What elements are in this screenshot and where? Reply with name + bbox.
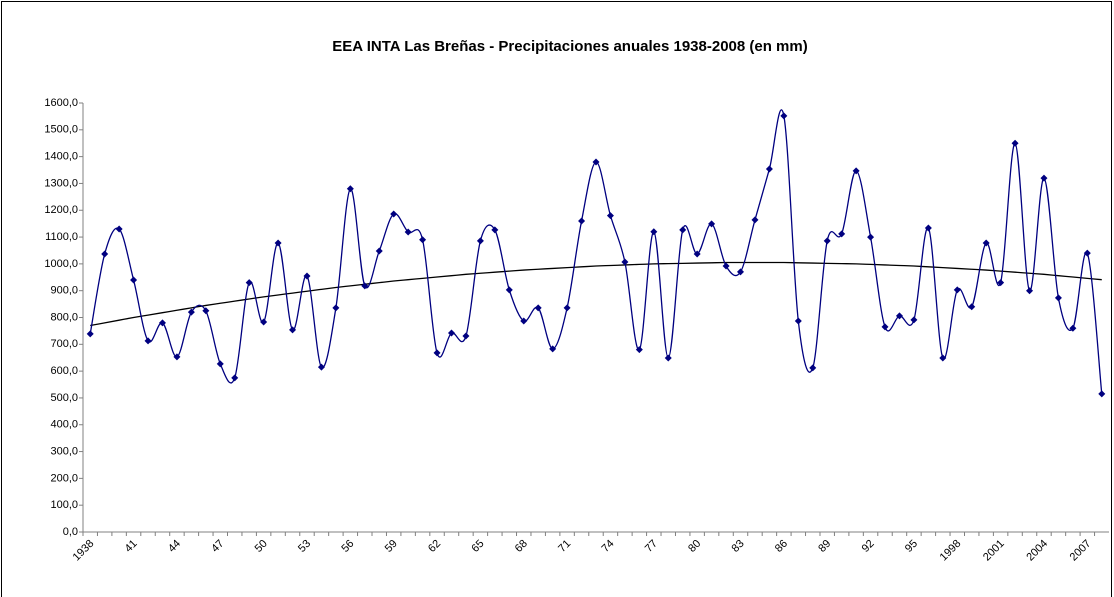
point [578,217,586,225]
point [910,316,918,324]
point [231,374,239,382]
point [505,286,513,294]
point [881,323,889,331]
y-tick-label: 500,0 [50,392,78,404]
y-tick-label: 700,0 [50,338,78,350]
point [780,112,788,120]
point [520,317,528,325]
point [751,216,759,224]
point [621,258,629,266]
y-tick-label: 300,0 [50,445,78,457]
point [650,228,658,236]
point [563,304,571,312]
y-tick-label: 1300,0 [44,177,78,189]
trend-line [90,261,1102,327]
point [404,228,412,236]
point [765,165,773,173]
point [737,268,745,276]
y-tick-label: 0,0 [63,526,78,538]
point [187,308,195,316]
point [1040,174,1048,182]
point [1026,287,1034,295]
point [433,349,441,357]
point [924,224,932,232]
point [1011,139,1019,147]
point [462,332,470,340]
point [346,185,354,193]
point [289,326,297,334]
point [635,346,643,354]
point [390,210,398,218]
point [130,276,138,284]
point [549,345,557,353]
y-tick-label: 1400,0 [44,151,78,163]
point [216,360,224,368]
point [852,167,860,175]
y-tick-label: 1200,0 [44,204,78,216]
point [419,236,427,244]
point [1069,324,1077,332]
point [534,304,542,312]
y-tick-label: 600,0 [50,365,78,377]
point [606,212,614,220]
point [447,329,455,337]
point [86,330,94,338]
point [939,354,947,362]
point [953,286,961,294]
point [260,318,268,326]
point [245,279,253,287]
y-tick-label: 800,0 [50,311,78,323]
point [332,304,340,312]
point [722,262,730,270]
point [144,337,152,345]
point [867,233,875,241]
chart-title: EEA INTA Las Breñas - Precipitaciones an… [332,38,807,55]
point [693,250,701,258]
point [1098,390,1106,398]
point [173,353,181,361]
point [968,303,976,311]
point [794,317,802,325]
point [895,312,903,320]
y-tick-label: 1100,0 [45,231,78,243]
point [982,239,990,247]
point [708,220,716,228]
point [664,354,672,362]
series-line [89,109,1103,394]
y-tick-label: 1600,0 [44,97,78,109]
point [592,158,600,166]
point [317,363,325,371]
point [997,279,1005,287]
point [303,272,311,280]
point [809,364,817,372]
point [838,230,846,238]
y-tick-label: 900,0 [50,285,78,297]
y-tick-label: 200,0 [50,472,78,484]
y-tick-label: 100,0 [50,499,78,511]
point [202,307,210,315]
point [476,237,484,245]
point [679,226,687,234]
point [361,282,369,290]
point [823,237,831,245]
point [491,226,499,234]
point [1054,294,1062,302]
point [375,247,383,255]
point [274,239,282,247]
y-tick-label: 1000,0 [44,258,78,270]
point [158,319,166,327]
point [101,250,109,258]
point [115,225,123,233]
y-tick-label: 400,0 [50,419,78,431]
point [1083,249,1091,257]
y-tick-label: 1500,0 [44,124,78,136]
